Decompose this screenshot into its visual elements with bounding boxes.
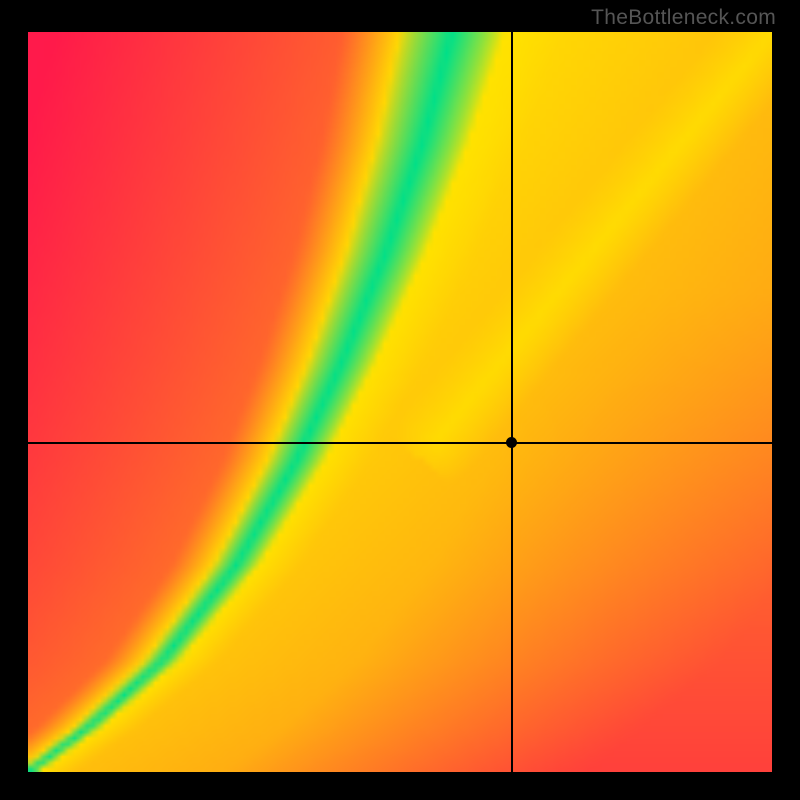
plot-area xyxy=(28,32,772,772)
crosshair-vertical xyxy=(511,32,513,772)
heatmap-canvas xyxy=(28,32,772,772)
watermark-text: TheBottleneck.com xyxy=(591,6,776,30)
crosshair-horizontal xyxy=(28,442,772,444)
